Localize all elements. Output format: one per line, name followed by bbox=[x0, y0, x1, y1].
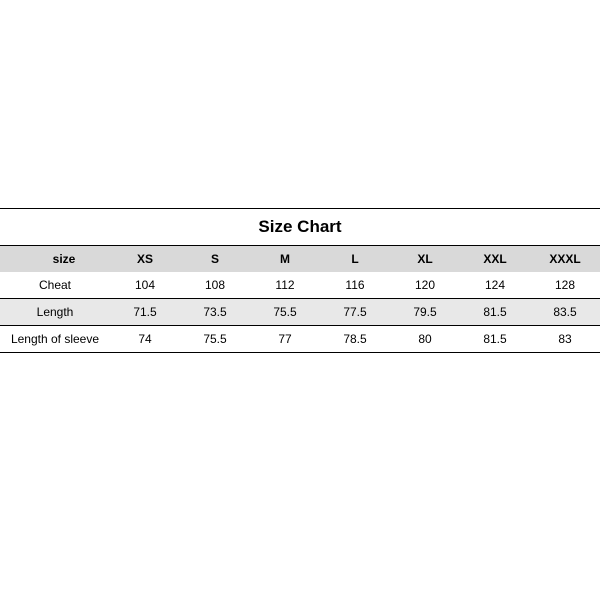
size-chart-table: Size Chart size XS S M L XL XXL XXXL Che… bbox=[0, 208, 600, 353]
header-label: size bbox=[0, 246, 110, 273]
cell: 116 bbox=[320, 272, 390, 299]
cell: 78.5 bbox=[320, 326, 390, 353]
cell: 81.5 bbox=[460, 299, 530, 326]
table-row: Length of sleeve 74 75.5 77 78.5 80 81.5… bbox=[0, 326, 600, 353]
cell: 104 bbox=[110, 272, 180, 299]
row-label: Cheat bbox=[0, 272, 110, 299]
cell: 77 bbox=[250, 326, 320, 353]
header-l: L bbox=[320, 246, 390, 273]
table-header-row: size XS S M L XL XXL XXXL bbox=[0, 246, 600, 273]
header-xl: XL bbox=[390, 246, 460, 273]
cell: 79.5 bbox=[390, 299, 460, 326]
cell: 80 bbox=[390, 326, 460, 353]
cell: 81.5 bbox=[460, 326, 530, 353]
table-title: Size Chart bbox=[0, 209, 600, 246]
header-xxxl: XXXL bbox=[530, 246, 600, 273]
cell: 74 bbox=[110, 326, 180, 353]
cell: 73.5 bbox=[180, 299, 250, 326]
cell: 120 bbox=[390, 272, 460, 299]
cell: 108 bbox=[180, 272, 250, 299]
row-label: Length of sleeve bbox=[0, 326, 110, 353]
cell: 83.5 bbox=[530, 299, 600, 326]
cell: 128 bbox=[530, 272, 600, 299]
cell: 83 bbox=[530, 326, 600, 353]
header-m: M bbox=[250, 246, 320, 273]
size-chart-container: Size Chart size XS S M L XL XXL XXXL Che… bbox=[0, 208, 600, 353]
cell: 77.5 bbox=[320, 299, 390, 326]
header-s: S bbox=[180, 246, 250, 273]
cell: 124 bbox=[460, 272, 530, 299]
header-xxl: XXL bbox=[460, 246, 530, 273]
cell: 75.5 bbox=[250, 299, 320, 326]
table-row: Length 71.5 73.5 75.5 77.5 79.5 81.5 83.… bbox=[0, 299, 600, 326]
cell: 112 bbox=[250, 272, 320, 299]
cell: 71.5 bbox=[110, 299, 180, 326]
table-row: Cheat 104 108 112 116 120 124 128 bbox=[0, 272, 600, 299]
table-title-row: Size Chart bbox=[0, 209, 600, 246]
cell: 75.5 bbox=[180, 326, 250, 353]
row-label: Length bbox=[0, 299, 110, 326]
header-xs: XS bbox=[110, 246, 180, 273]
